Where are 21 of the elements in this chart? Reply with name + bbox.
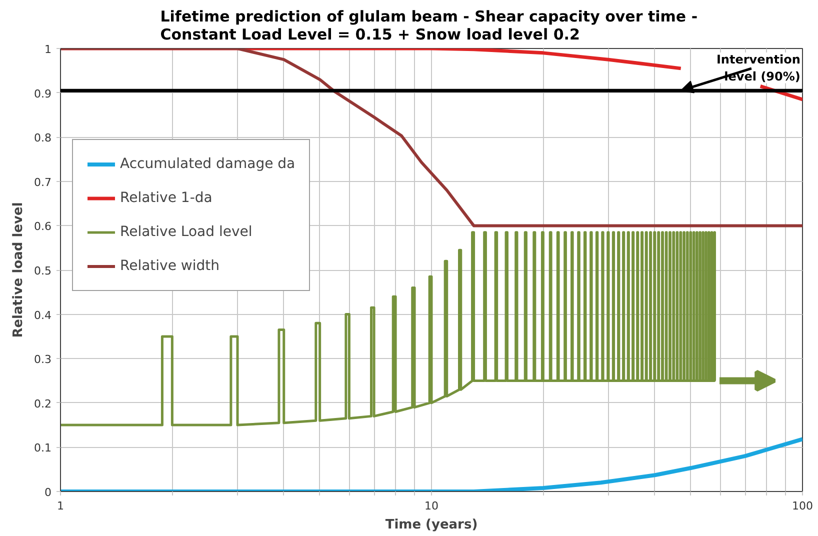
y-tick-label: 0.6 bbox=[34, 220, 52, 234]
legend-label: Relative Load level bbox=[120, 224, 252, 240]
y-tick-label: 0.9 bbox=[34, 87, 52, 100]
y-tick-label: 0.4 bbox=[34, 308, 52, 322]
x-tick-label: 1 bbox=[57, 500, 64, 512]
y-tick-label: 0 bbox=[44, 486, 52, 499]
chart-title: Lifetime prediction of glulam beam - Shear capacity over time - Constant Load Level = 0.15 + Snow load level 0.2 bbox=[160, 8, 698, 44]
y-tick-label: 0.5 bbox=[34, 264, 52, 278]
legend-label: Relative width bbox=[120, 258, 220, 274]
x-tick-label: 10 bbox=[424, 500, 438, 512]
y-tick-label: 0.1 bbox=[34, 442, 52, 455]
y-tick-label: 0.7 bbox=[34, 176, 52, 189]
legend-label: Relative 1-da bbox=[120, 190, 212, 206]
y-tick-label: 1 bbox=[44, 43, 52, 56]
x-tick-label: 100 bbox=[792, 500, 813, 512]
legend-label: Accumulated damage da bbox=[120, 156, 296, 172]
x-axis-title: Time (years) bbox=[385, 518, 478, 532]
y-axis-title: Relative load level bbox=[11, 202, 26, 338]
y-tick-label: 0.8 bbox=[34, 132, 52, 145]
y-tick-label: 0.2 bbox=[34, 397, 52, 410]
y-tick-label: 0.3 bbox=[34, 353, 52, 366]
